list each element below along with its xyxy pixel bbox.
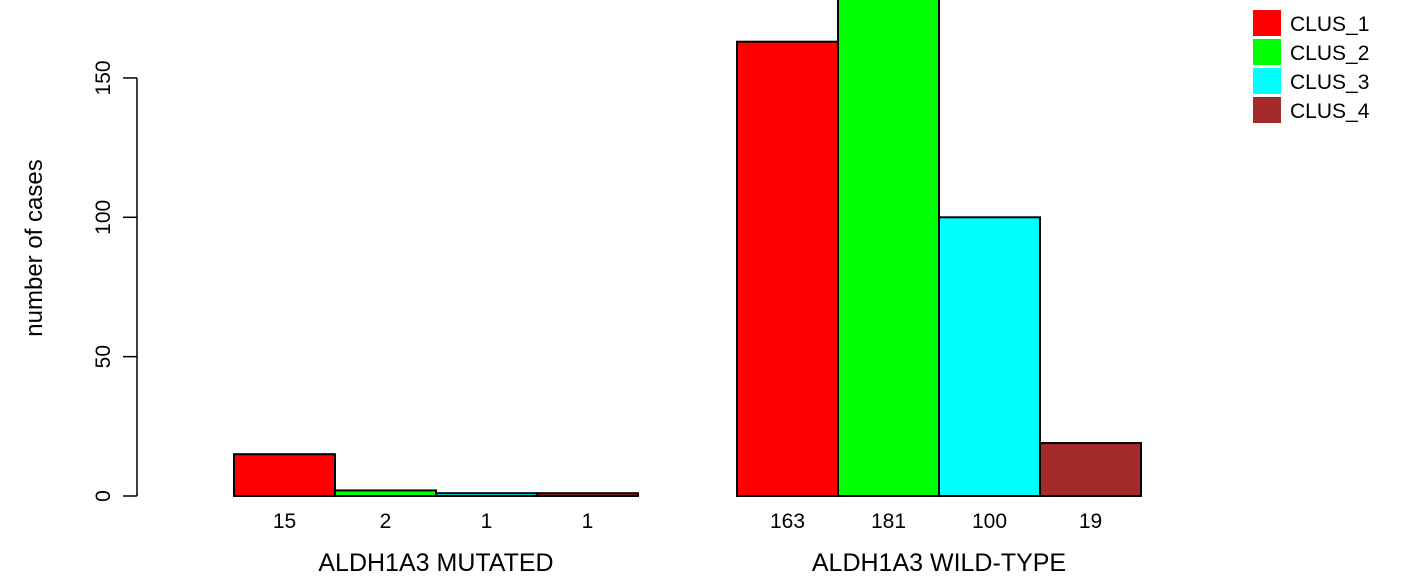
legend-label: CLUS_4 [1290, 100, 1370, 123]
legend-label: CLUS_3 [1290, 71, 1369, 94]
legend-swatch [1253, 39, 1281, 65]
legend-swatch [1253, 97, 1281, 123]
bar-1-clus-1 [233, 453, 336, 498]
legend: CLUS_1 CLUS_2 CLUS_3 CLUS_4 [1253, 10, 1370, 123]
y-tick-label: 150 [92, 60, 115, 95]
group-labels: ALDH1A3 MUTATED ALDH1A3 WILD-TYPE [318, 549, 1066, 577]
legend-label: CLUS_2 [1290, 42, 1369, 65]
legend-swatch [1253, 68, 1281, 94]
y-tick-label: 0 [92, 490, 115, 502]
y-axis-title: number of cases [21, 159, 48, 336]
bar-value-label: 1 [582, 510, 594, 533]
bar-2-clus-1 [736, 40, 839, 498]
bar-value-label: 15 [273, 510, 296, 533]
bar-1-clus-3 [435, 492, 538, 498]
y-axis: 0 50 100 150 [92, 60, 138, 502]
y-tick-label: 100 [92, 200, 115, 235]
bars [233, 0, 1142, 498]
bar-value-label: 163 [770, 510, 805, 533]
bar-value-label: 2 [380, 510, 392, 533]
bar-value-labels: 15 2 1 1 163 181 100 19 [273, 510, 1102, 533]
legend-swatch [1253, 10, 1281, 36]
group-label: ALDH1A3 WILD-TYPE [812, 549, 1066, 577]
group-label: ALDH1A3 MUTATED [318, 549, 553, 577]
bar-2-clus-3 [938, 216, 1041, 498]
bar-1-clus-4 [536, 492, 639, 498]
legend-label: CLUS_1 [1290, 13, 1369, 36]
bar-2-clus-4 [1039, 442, 1142, 497]
bar-2-clus-2 [837, 0, 940, 497]
bar-1-clus-2 [334, 489, 437, 497]
y-tick-label: 50 [92, 345, 115, 368]
bar-value-label: 181 [871, 510, 906, 533]
bar-value-label: 100 [972, 510, 1007, 533]
bar-value-label: 19 [1079, 510, 1102, 533]
bar-value-label: 1 [481, 510, 493, 533]
